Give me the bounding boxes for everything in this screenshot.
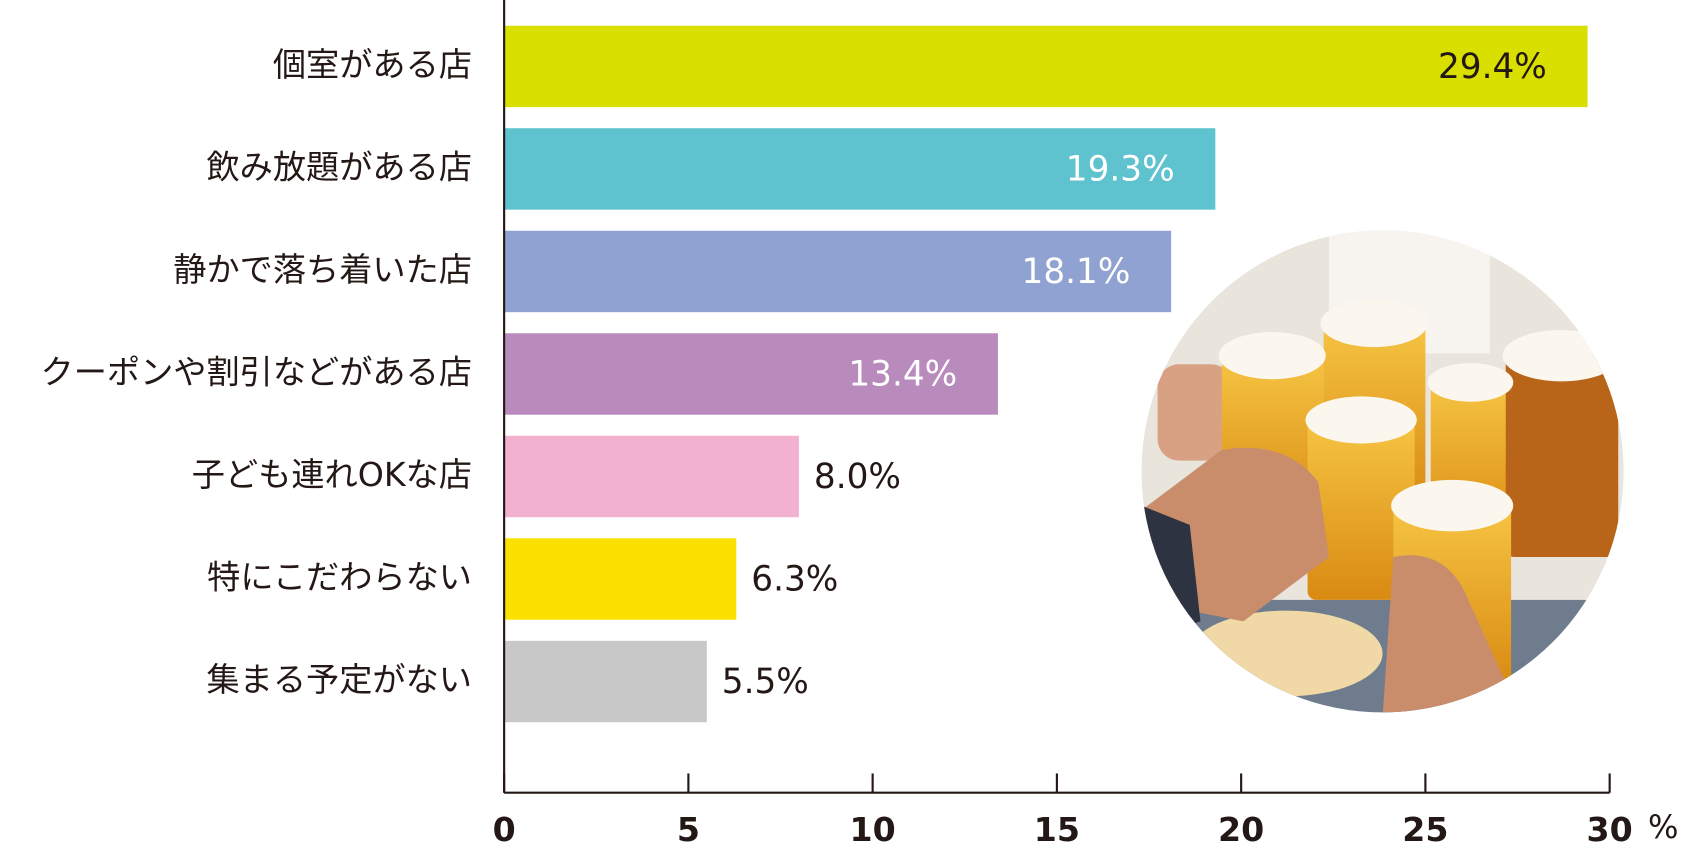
x-tick-label: 20 — [1218, 810, 1264, 849]
x-axis-label: % — [1648, 808, 1679, 846]
category-label: 個室がある店 — [273, 45, 472, 84]
bar — [504, 435, 799, 518]
value-label: 19.3% — [1066, 150, 1175, 190]
bar — [504, 538, 737, 620]
category-label: 集まる予定がない — [206, 660, 472, 699]
category-label: 特にこだわらない — [207, 558, 472, 597]
category-label: 飲み放題がある店 — [206, 147, 472, 186]
value-label: 13.4% — [848, 355, 957, 395]
category-label: 子ども連れOKな店 — [192, 455, 472, 494]
category-label: クーポンや割引などがある店 — [41, 352, 472, 391]
x-tick-label: 25 — [1402, 810, 1448, 849]
photo — [1141, 230, 1624, 713]
value-label: 29.4% — [1438, 47, 1547, 87]
category-label: 静かで落ち着いた店 — [173, 250, 472, 289]
bar — [504, 640, 707, 723]
x-tick-label: 30 — [1587, 810, 1633, 849]
bar — [504, 128, 1216, 210]
x-tick-label: 0 — [493, 810, 516, 849]
value-label: 18.1% — [1022, 252, 1131, 292]
x-tick-label: 5 — [677, 810, 700, 849]
bar — [504, 333, 998, 415]
bar — [504, 230, 1172, 313]
x-tick-label: 15 — [1034, 810, 1080, 849]
value-label: 8.0% — [814, 457, 901, 497]
bar — [504, 25, 1588, 108]
value-label: 5.5% — [722, 662, 809, 702]
x-tick-label: 10 — [850, 810, 896, 849]
value-label: 6.3% — [751, 560, 838, 600]
